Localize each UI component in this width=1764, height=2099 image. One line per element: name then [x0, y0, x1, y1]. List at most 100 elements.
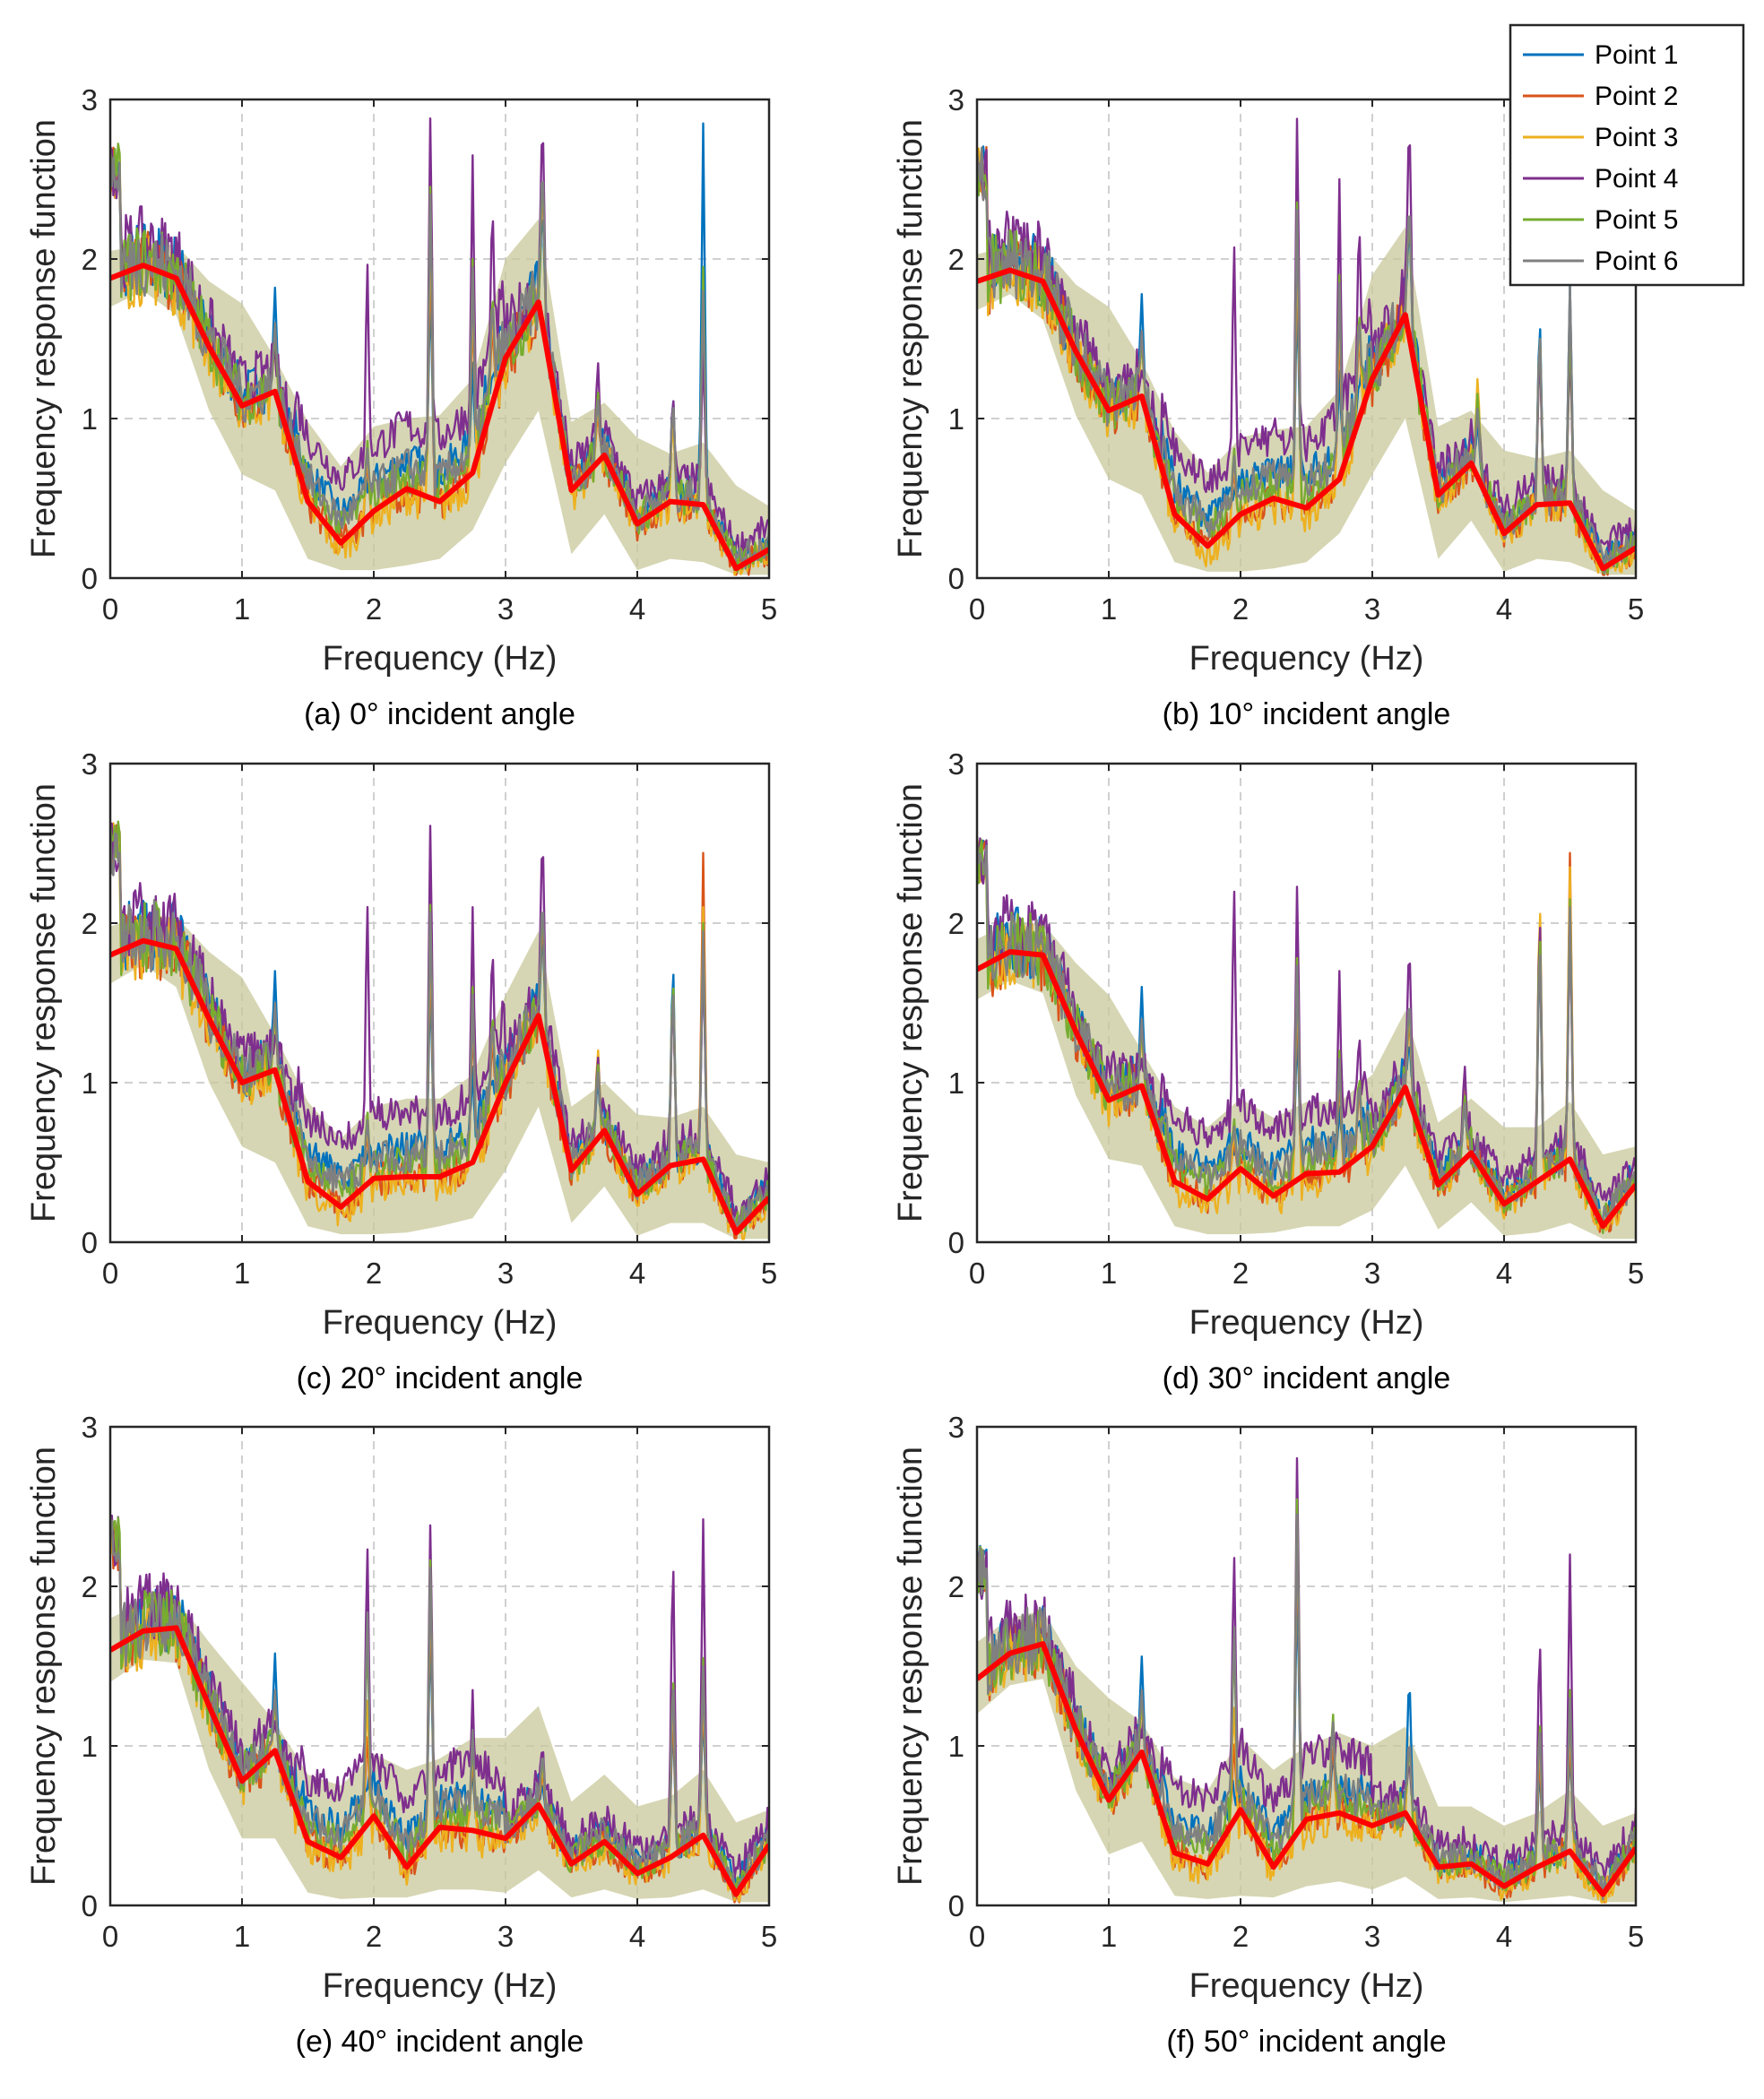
x-axis-label: Frequency (Hz): [323, 640, 558, 678]
x-tick-label: 4: [629, 1257, 645, 1290]
y-tick-label: 0: [82, 1889, 98, 1922]
mean-line: [977, 949, 1636, 1230]
x-tick-label: 5: [761, 1920, 777, 1953]
mean-line: [977, 1641, 1636, 1897]
y-tick-label: 2: [948, 243, 964, 276]
panel-caption: (d) 30° incident angle: [1163, 1361, 1451, 1395]
x-tick-label: 4: [1496, 1257, 1512, 1290]
legend-label-point-3: Point 3: [1595, 123, 1678, 152]
series-point-4: [977, 117, 1636, 553]
y-tick-label: 2: [82, 907, 98, 940]
x-tick-label: 1: [1101, 1257, 1117, 1290]
x-tick-label: 2: [1232, 592, 1249, 626]
plot-area: [110, 1514, 769, 1904]
x-tick-label: 2: [1232, 1257, 1249, 1290]
y-tick-label: 3: [948, 747, 964, 781]
x-axis-label: Frequency (Hz): [1189, 640, 1424, 678]
y-tick-label: 1: [948, 402, 964, 436]
x-tick-label: 5: [761, 1257, 777, 1290]
x-tick-label: 1: [234, 1920, 250, 1953]
x-axis-label: Frequency (Hz): [1189, 1967, 1424, 2005]
y-tick-label: 2: [948, 907, 964, 940]
legend: Point 1 Point 2 Point 3 Point 4 Point 5 Point…: [1509, 23, 1745, 287]
legend-label-point-2: Point 2: [1595, 82, 1678, 111]
panel-caption: (c) 20° incident angle: [297, 1361, 584, 1395]
mean-line: [110, 1625, 769, 1897]
x-tick-label: 2: [366, 1257, 382, 1290]
y-axis-label: Frequency response function: [892, 783, 930, 1222]
axes-box: [975, 762, 1638, 1244]
y-tick-label: 0: [948, 1226, 964, 1259]
confidence-band: [110, 219, 769, 575]
y-tick-label: 3: [82, 1411, 98, 1444]
x-tick-label: 2: [1232, 1920, 1249, 1953]
x-tick-label: 5: [1628, 592, 1644, 626]
panel-c: 0 1 2 3 4 5 0 1 2 3 Frequency (Hz) Frequency respon…: [25, 747, 777, 1395]
y-axis-label: Frequency response function: [892, 1447, 930, 1886]
x-tick-label: 1: [234, 1257, 250, 1290]
series-point-5: [977, 1498, 1636, 1892]
x-tick-label: 1: [1101, 1920, 1117, 1953]
panel-caption: (b) 10° incident angle: [1163, 697, 1451, 731]
panel-d: 0 1 2 3 4 5 0 1 2 3 Frequency (Hz) Frequency respon…: [892, 747, 1644, 1395]
x-tick-label: 4: [1496, 1920, 1512, 1953]
axes-box: [108, 762, 771, 1244]
x-tick-label: 4: [1496, 592, 1512, 626]
y-tick-label: 1: [82, 1067, 98, 1100]
x-tick-label: 2: [366, 1920, 382, 1953]
mean-line: [110, 263, 769, 572]
legend-label-point-1: Point 1: [1595, 40, 1678, 70]
series-point-5: [110, 143, 769, 573]
panel-e: 0 1 2 3 4 5 0 1 2 3 Frequency (Hz) Frequency respon…: [25, 1411, 777, 2059]
series-point-3: [110, 1517, 769, 1903]
x-tick-label: 3: [1364, 592, 1380, 626]
x-axis-label: Frequency (Hz): [323, 1304, 558, 1342]
x-axis-label: Frequency (Hz): [323, 1967, 558, 2005]
y-tick-label: 3: [82, 83, 98, 117]
legend-box: [1509, 23, 1745, 287]
panel-f: 0 1 2 3 4 5 0 1 2 3 Frequency (Hz) Frequency respon…: [892, 1411, 1644, 2059]
x-tick-label: 5: [1628, 1257, 1644, 1290]
x-tick-label: 5: [1628, 1920, 1644, 1953]
y-tick-label: 0: [82, 562, 98, 595]
plot-area: [977, 1456, 1636, 1904]
y-tick-label: 0: [948, 562, 964, 595]
plot-area: [110, 117, 769, 576]
y-tick-label: 2: [82, 243, 98, 276]
x-tick-label: 3: [1364, 1257, 1380, 1290]
series-point-6: [977, 1513, 1636, 1901]
x-tick-label: 5: [761, 592, 777, 626]
x-tick-label: 0: [969, 1257, 985, 1290]
panel-b: 0 1 2 3 4 5 0 1 2 3 Frequency (Hz) Frequency respon…: [892, 83, 1644, 731]
y-tick-label: 0: [948, 1889, 964, 1922]
panel-caption: (e) 40° incident angle: [296, 2025, 584, 2059]
x-tick-label: 3: [497, 592, 514, 626]
panel-caption: (a) 0° incident angle: [304, 697, 575, 731]
y-tick-label: 2: [82, 1570, 98, 1603]
y-tick-label: 1: [82, 402, 98, 436]
axes-box: [975, 1425, 1638, 1907]
mean-line: [977, 267, 1636, 572]
y-axis-label: Frequency response function: [25, 1447, 63, 1886]
axes-box: [108, 98, 771, 580]
plot-area: [110, 820, 769, 1240]
series-point-4: [110, 117, 769, 557]
x-tick-label: 3: [1364, 1920, 1380, 1953]
y-tick-label: 2: [948, 1570, 964, 1603]
y-tick-label: 1: [948, 1067, 964, 1100]
mean-line: [110, 937, 769, 1236]
x-tick-label: 0: [969, 1920, 985, 1953]
series-point-4: [977, 836, 1636, 1202]
y-axis-label: Frequency response function: [25, 119, 63, 558]
plot-area: [977, 117, 1636, 576]
y-axis-label: Frequency response function: [892, 119, 930, 558]
legend-label-point-4: Point 4: [1595, 164, 1678, 194]
legend-label-point-5: Point 5: [1595, 205, 1678, 235]
panel-caption: (f) 50° incident angle: [1166, 2025, 1446, 2059]
x-tick-label: 4: [629, 1920, 645, 1953]
confidence-band: [110, 916, 769, 1240]
legend-label-point-6: Point 6: [1595, 246, 1678, 276]
x-tick-label: 0: [102, 592, 118, 626]
